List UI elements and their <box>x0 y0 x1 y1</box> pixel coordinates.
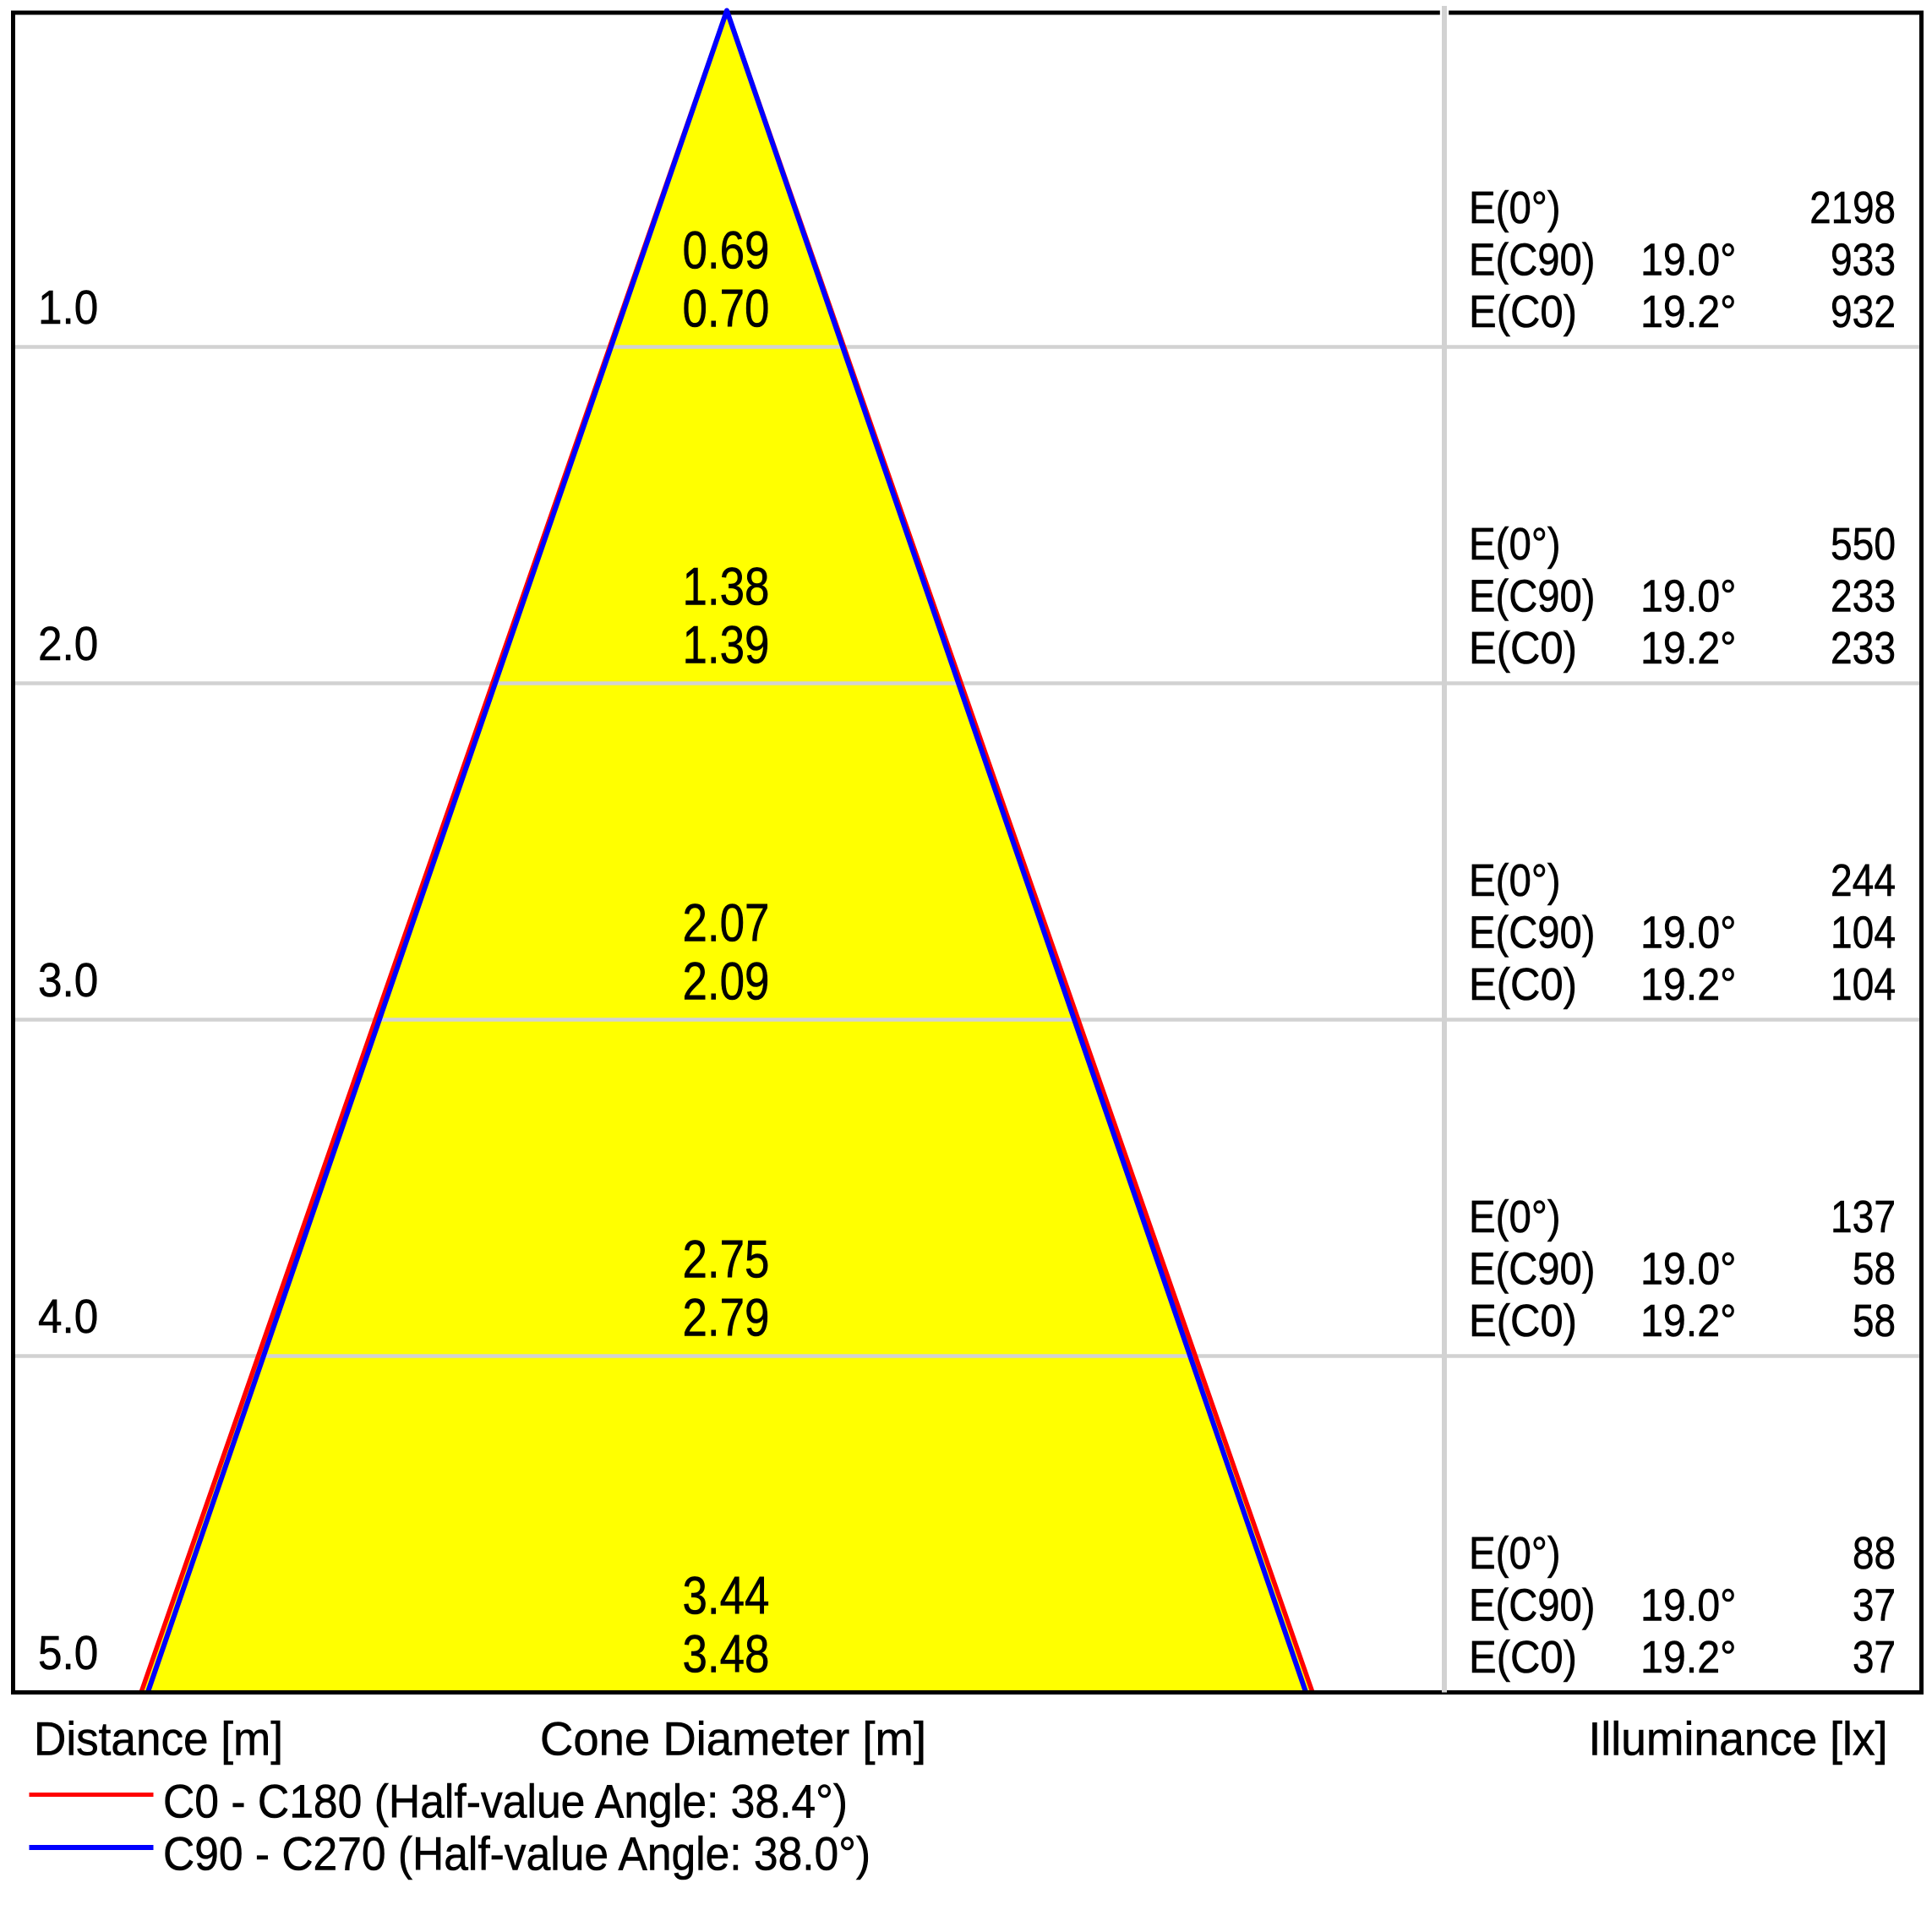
svg-text:137: 137 <box>1831 1192 1896 1242</box>
svg-text:932: 932 <box>1831 287 1896 337</box>
svg-text:E(C0): E(C0) <box>1469 623 1577 674</box>
svg-text:19.0°: 19.0° <box>1640 1580 1737 1631</box>
svg-text:19.0°: 19.0° <box>1640 1244 1737 1295</box>
svg-text:244: 244 <box>1831 855 1896 906</box>
svg-text:19.2°: 19.2° <box>1640 287 1737 337</box>
svg-text:19.2°: 19.2° <box>1640 1296 1737 1346</box>
svg-text:Cone Diameter [m]: Cone Diameter [m] <box>540 1712 926 1766</box>
svg-text:233: 233 <box>1831 623 1896 674</box>
svg-text:E(C0): E(C0) <box>1469 1296 1577 1346</box>
svg-text:E(C90): E(C90) <box>1469 235 1596 286</box>
svg-text:550: 550 <box>1831 519 1896 570</box>
svg-text:104: 104 <box>1831 908 1896 958</box>
svg-text:19.0°: 19.0° <box>1640 235 1737 286</box>
svg-text:3.44: 3.44 <box>683 1567 770 1626</box>
svg-text:C90 - C270 (Half-value Angle:: C90 - C270 (Half-value Angle: 38.0°) <box>163 1827 870 1880</box>
svg-text:E(0°): E(0°) <box>1469 1528 1561 1579</box>
svg-text:19.2°: 19.2° <box>1640 959 1737 1010</box>
svg-text:37: 37 <box>1853 1632 1896 1683</box>
svg-text:1.0: 1.0 <box>38 281 98 334</box>
svg-text:Distance [m]: Distance [m] <box>34 1712 283 1766</box>
svg-text:E(C0): E(C0) <box>1469 287 1577 337</box>
svg-text:2.09: 2.09 <box>683 952 770 1012</box>
svg-text:0.70: 0.70 <box>683 280 770 339</box>
svg-text:C0 - C180 (Half-value Angle: 3: C0 - C180 (Half-value Angle: 38.4°) <box>163 1775 848 1828</box>
svg-text:E(C0): E(C0) <box>1469 959 1577 1010</box>
svg-text:104: 104 <box>1831 959 1896 1010</box>
svg-text:933: 933 <box>1831 235 1896 286</box>
svg-text:E(C90): E(C90) <box>1469 908 1596 958</box>
svg-text:3.0: 3.0 <box>38 953 98 1007</box>
svg-text:E(0°): E(0°) <box>1469 855 1561 906</box>
svg-text:1.38: 1.38 <box>683 558 770 617</box>
svg-text:2.79: 2.79 <box>683 1289 770 1348</box>
svg-text:5.0: 5.0 <box>38 1626 98 1679</box>
svg-text:Illuminance [lx]: Illuminance [lx] <box>1589 1712 1888 1766</box>
svg-text:1.39: 1.39 <box>683 616 770 675</box>
svg-text:19.0°: 19.0° <box>1640 908 1737 958</box>
svg-text:19.2°: 19.2° <box>1640 1632 1737 1683</box>
svg-text:E(C90): E(C90) <box>1469 571 1596 622</box>
svg-text:2.07: 2.07 <box>683 894 770 953</box>
svg-text:E(C0): E(C0) <box>1469 1632 1577 1683</box>
svg-text:E(0°): E(0°) <box>1469 1192 1561 1242</box>
svg-text:2.0: 2.0 <box>38 617 98 670</box>
svg-text:2198: 2198 <box>1809 183 1896 233</box>
svg-text:2.75: 2.75 <box>683 1231 770 1290</box>
svg-text:19.0°: 19.0° <box>1640 571 1737 622</box>
svg-text:233: 233 <box>1831 571 1896 622</box>
svg-text:0.69: 0.69 <box>683 221 770 281</box>
svg-text:E(0°): E(0°) <box>1469 183 1561 233</box>
svg-text:E(C90): E(C90) <box>1469 1244 1596 1295</box>
svg-text:58: 58 <box>1853 1244 1896 1295</box>
svg-text:4.0: 4.0 <box>38 1290 98 1343</box>
svg-text:19.2°: 19.2° <box>1640 623 1737 674</box>
svg-text:88: 88 <box>1853 1528 1896 1579</box>
svg-text:37: 37 <box>1853 1580 1896 1631</box>
svg-text:3.48: 3.48 <box>683 1625 770 1684</box>
svg-text:E(0°): E(0°) <box>1469 519 1561 570</box>
svg-text:E(C90): E(C90) <box>1469 1580 1596 1631</box>
svg-text:58: 58 <box>1853 1296 1896 1346</box>
